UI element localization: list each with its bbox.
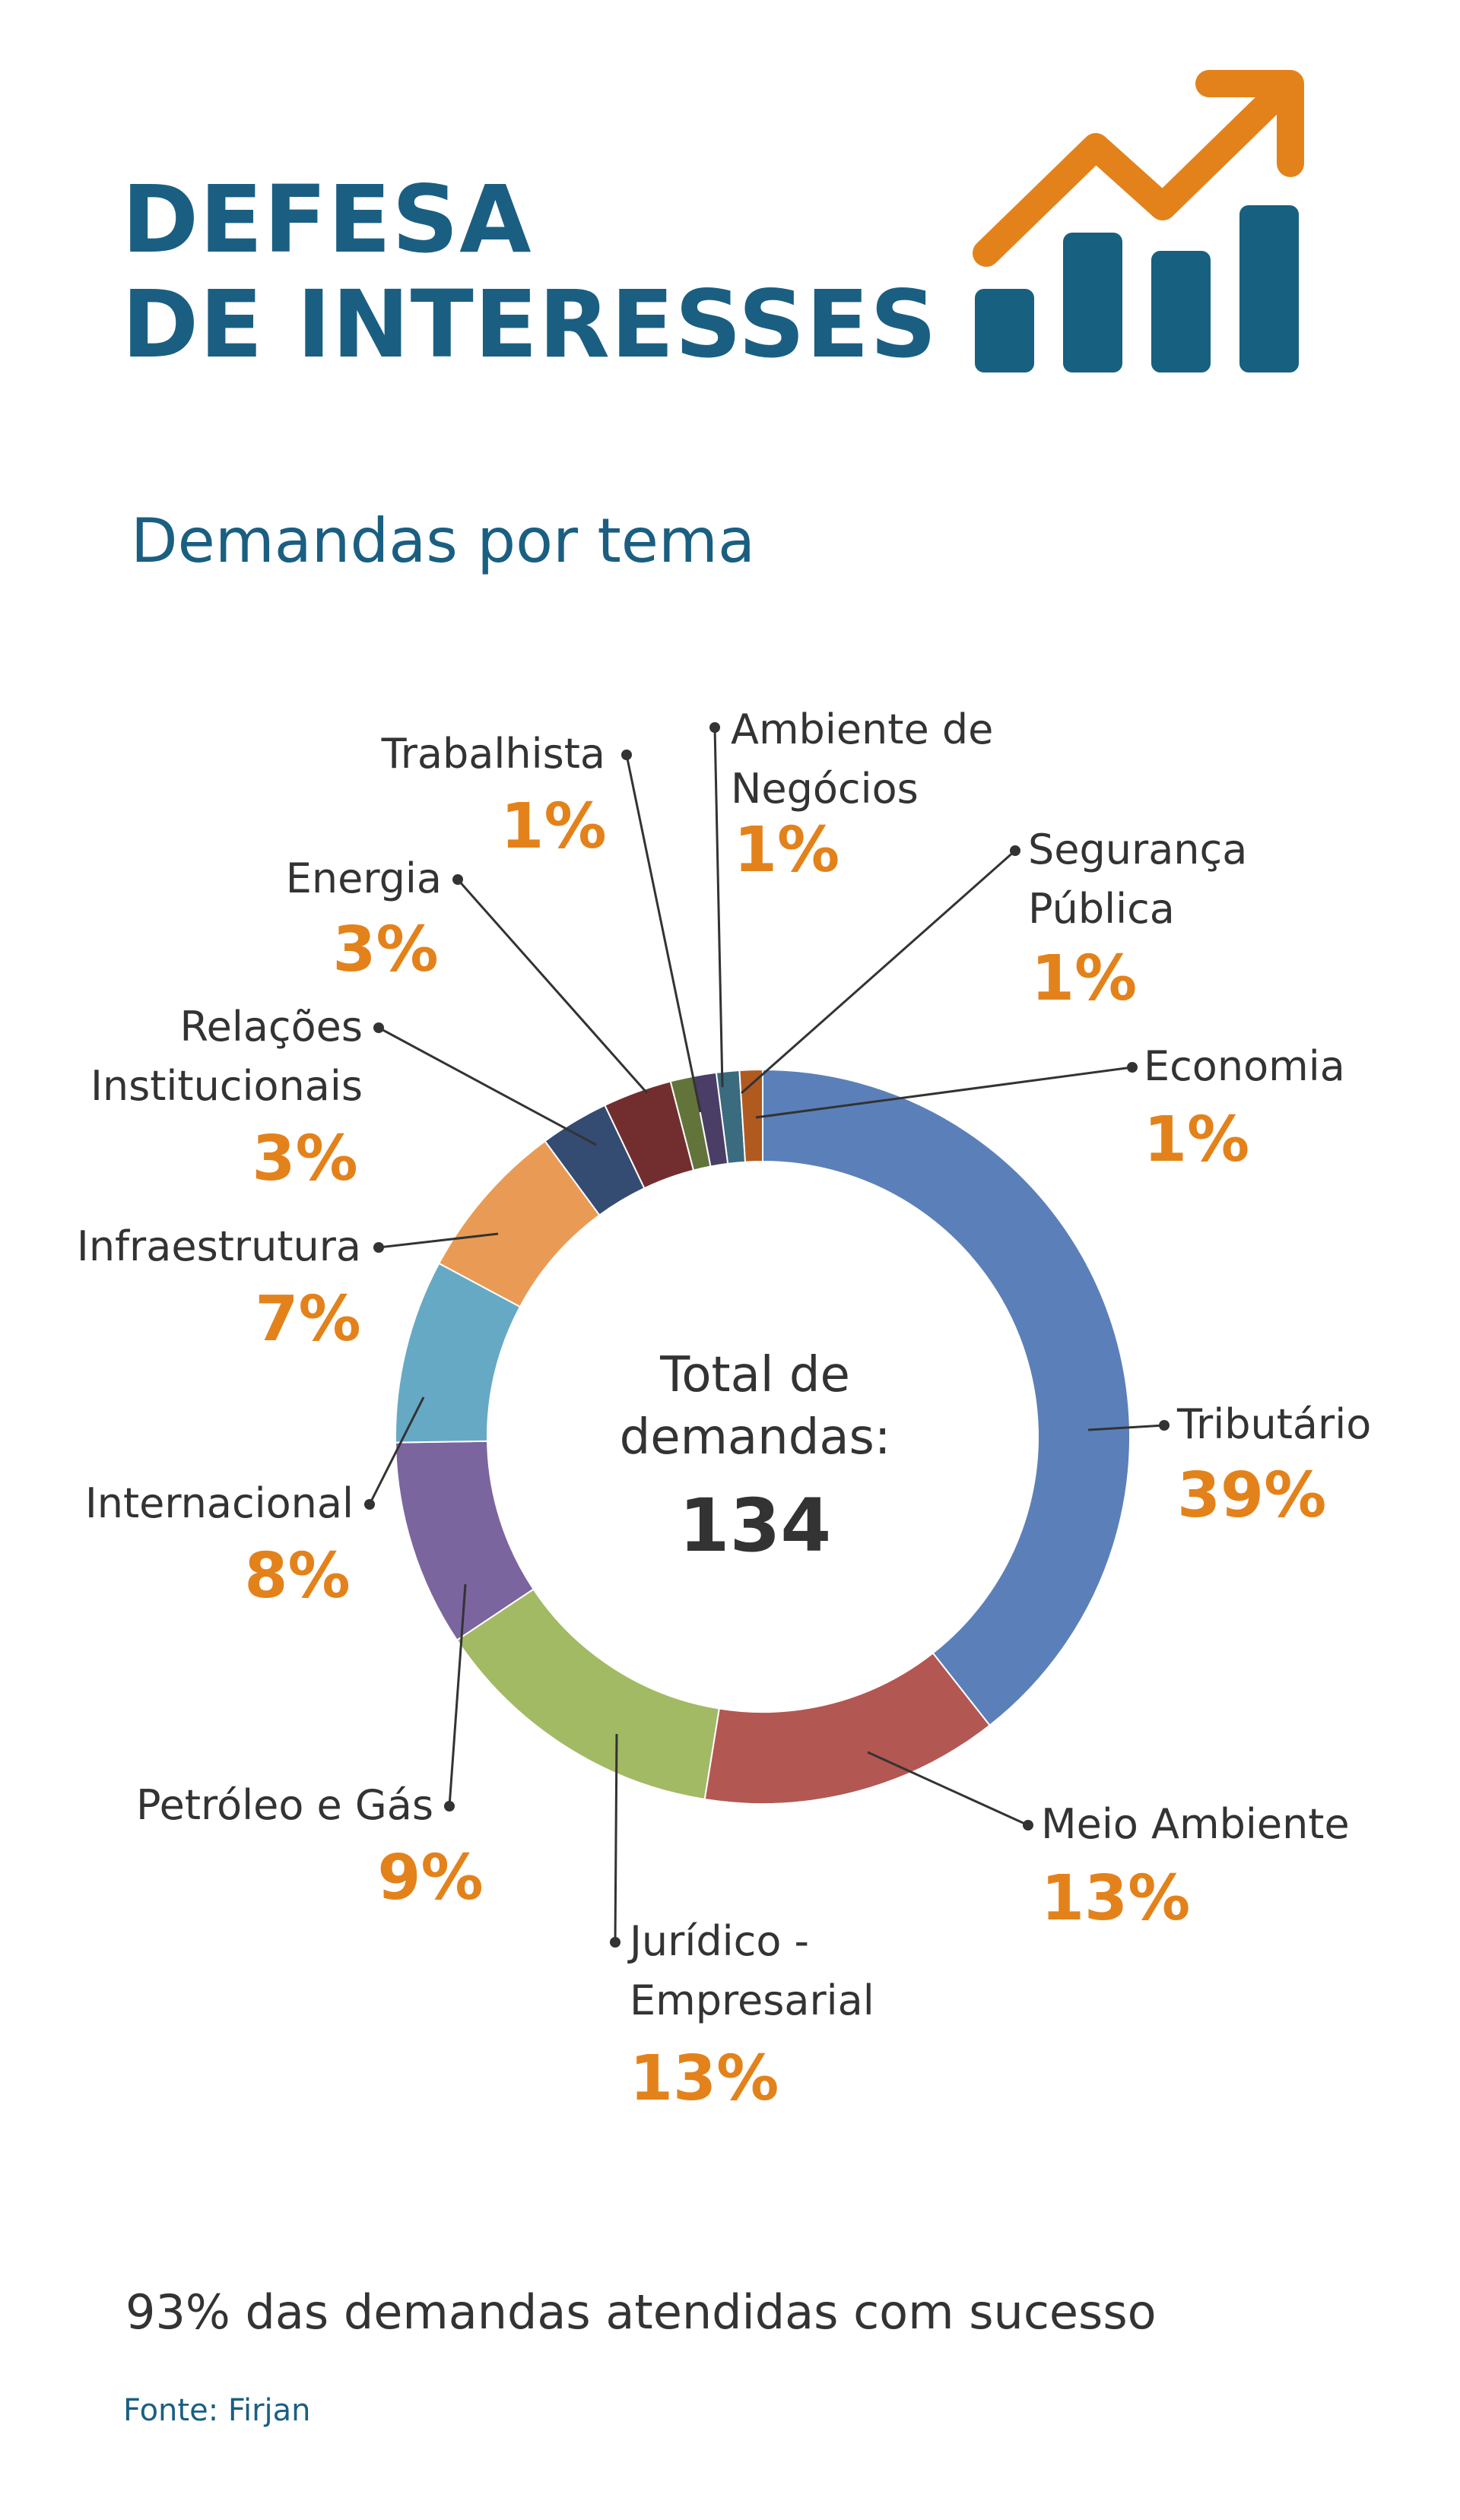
title-line-2: DE INTERESSES — [122, 271, 938, 379]
slice-label-2: Empresarial — [630, 1976, 874, 2024]
title-line-1: DEFESA — [122, 166, 532, 274]
leader-line-5 — [378, 1232, 499, 1249]
slice-percent-8: 1% — [500, 791, 606, 863]
slice-percent-9: 1% — [734, 814, 840, 886]
slice-label-1: Meio Ambiente — [1041, 1800, 1350, 1848]
slice-label-2: Jurídico - — [627, 1917, 809, 1965]
page-title: DEFESA DE INTERESSES — [122, 167, 938, 377]
leader-line-6 — [378, 1026, 597, 1146]
slice-label-11: Economia — [1144, 1042, 1345, 1090]
center-label-line-1: Total de — [659, 1347, 850, 1403]
donut-slice-11 — [738, 1068, 763, 1163]
slice-label-0: Tributário — [1176, 1400, 1371, 1448]
leader-dot-11 — [1127, 1062, 1138, 1073]
slice-percent-5: 7% — [255, 1283, 360, 1355]
leader-line-1 — [867, 1751, 1029, 1827]
leader-dot-8 — [621, 750, 632, 760]
donut-slice-1 — [703, 1652, 991, 1805]
leader-line-8 — [625, 754, 702, 1113]
slice-label-8: Trabalhista — [381, 730, 605, 778]
leader-dot-4 — [364, 1499, 375, 1510]
slice-percent-4: 8% — [244, 1540, 350, 1612]
slice-label-6: Relações — [180, 1003, 363, 1051]
leader-line-9 — [713, 727, 724, 1088]
footer-note: 93% das demandas atendidas com sucesso — [125, 2284, 1157, 2340]
leader-line-2 — [614, 1733, 618, 1943]
center-total: 134 — [679, 1483, 831, 1568]
leader-dot-0 — [1159, 1420, 1170, 1431]
leader-dot-1 — [1023, 1820, 1033, 1831]
leader-dot-7 — [452, 874, 463, 885]
leader-dot-3 — [444, 1801, 455, 1812]
bar-chart-trending-up-icon — [973, 70, 1304, 372]
leader-line-4 — [368, 1396, 425, 1505]
leader-dot-5 — [373, 1242, 384, 1253]
slice-percent-0: 39% — [1177, 1460, 1326, 1532]
leader-line-11 — [755, 1066, 1133, 1119]
leader-line-3 — [448, 1583, 467, 1807]
slice-label-10: Pública — [1028, 885, 1175, 933]
donut-slice-0 — [762, 1068, 1131, 1727]
slice-label-3: Petróleo e Gás — [136, 1781, 433, 1829]
leader-line-10 — [741, 849, 1016, 1095]
slice-percent-10: 1% — [1031, 943, 1137, 1015]
slice-label-9: Ambiente de — [731, 705, 993, 753]
leader-dot-9 — [709, 722, 720, 733]
slice-percent-3: 9% — [377, 1842, 483, 1914]
leader-line-7 — [456, 879, 649, 1094]
slice-label-9: Negócios — [731, 765, 919, 813]
leader-dot-6 — [373, 1022, 384, 1033]
slice-percent-6: 3% — [252, 1123, 357, 1195]
chart-subtitle: Demandas por tema — [131, 506, 755, 576]
slice-label-5: Infraestrutura — [77, 1222, 361, 1270]
slice-percent-7: 3% — [332, 914, 438, 986]
leader-dot-2 — [610, 1937, 620, 1948]
slice-label-7: Energia — [286, 854, 442, 902]
slice-label-6: Institucionais — [90, 1062, 363, 1110]
slice-label-4: Internacional — [85, 1479, 354, 1527]
slice-percent-1: 13% — [1041, 1862, 1190, 1935]
leader-line-0 — [1087, 1424, 1165, 1431]
slice-percent-11: 1% — [1144, 1104, 1249, 1176]
donut-slice-2 — [455, 1588, 720, 1801]
center-label-line-2: demandas: — [620, 1409, 891, 1466]
slice-label-10: Segurança — [1028, 826, 1247, 873]
slice-percent-2: 13% — [630, 2043, 779, 2115]
leader-dot-10 — [1010, 845, 1020, 856]
source-note: Fonte: Firjan — [123, 2393, 311, 2428]
